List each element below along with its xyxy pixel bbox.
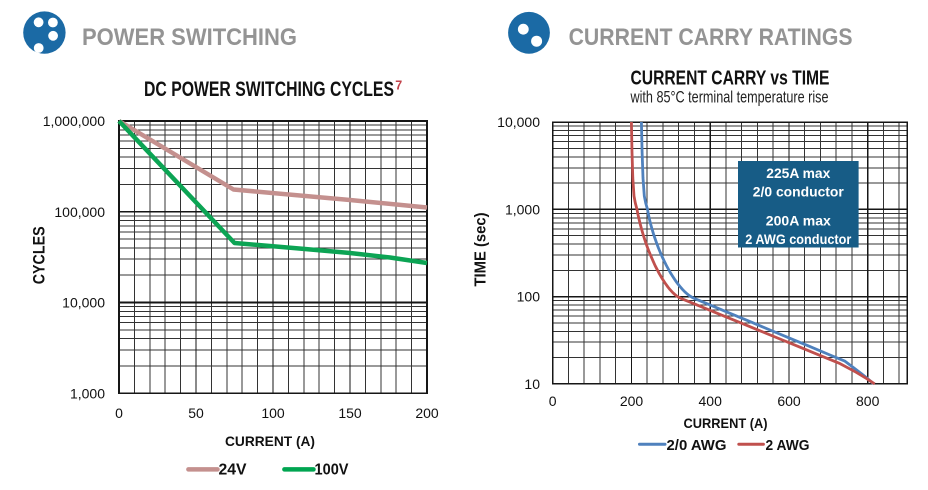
svg-text:0: 0 [115,405,123,421]
svg-text:225A max: 225A max [766,165,830,181]
svg-text:with 85°C terminal temperature: with 85°C terminal temperature rise [630,88,829,107]
svg-text:2 AWG conductor: 2 AWG conductor [745,231,851,247]
svg-text:CURRENT (A): CURRENT (A) [225,433,315,449]
svg-text:24V: 24V [219,462,247,479]
svg-text:10,000: 10,000 [497,114,540,130]
svg-text:10,000: 10,000 [62,295,105,311]
svg-text:200A max: 200A max [766,213,831,229]
svg-text:800: 800 [856,393,880,409]
svg-text:150: 150 [338,405,362,421]
svg-text:CURRENT (A): CURRENT (A) [684,415,768,431]
svg-text:0: 0 [549,393,557,409]
svg-text:200: 200 [620,393,644,409]
svg-text:100,000: 100,000 [54,204,105,220]
svg-text:CURRENT CARRY RATINGS: CURRENT CARRY RATINGS [569,24,853,51]
svg-text:50: 50 [188,405,204,421]
svg-text:TIME (sec): TIME (sec) [473,213,490,287]
svg-text:100V: 100V [315,462,349,479]
svg-text:600: 600 [777,393,801,409]
svg-text:2/0 AWG: 2/0 AWG [667,437,727,454]
svg-text:DC POWER SWITCHING CYCLES: DC POWER SWITCHING CYCLES [144,78,394,101]
svg-text:100: 100 [261,405,285,421]
svg-text:100: 100 [517,289,541,305]
svg-text:CYCLES: CYCLES [31,226,49,284]
svg-text:2/0 conductor: 2/0 conductor [753,184,845,200]
svg-text:CURRENT CARRY vs TIME: CURRENT CARRY vs TIME [631,67,830,90]
svg-text:1,000: 1,000 [505,201,540,217]
svg-text:400: 400 [699,393,723,409]
svg-text:200: 200 [415,405,439,421]
svg-text:1,000: 1,000 [70,385,105,401]
svg-text:10: 10 [524,376,540,392]
svg-text:POWER SWITCHING: POWER SWITCHING [82,24,297,51]
svg-text:2 AWG: 2 AWG [766,437,810,454]
svg-text:1,000,000: 1,000,000 [43,113,105,129]
svg-text:7: 7 [395,79,402,93]
